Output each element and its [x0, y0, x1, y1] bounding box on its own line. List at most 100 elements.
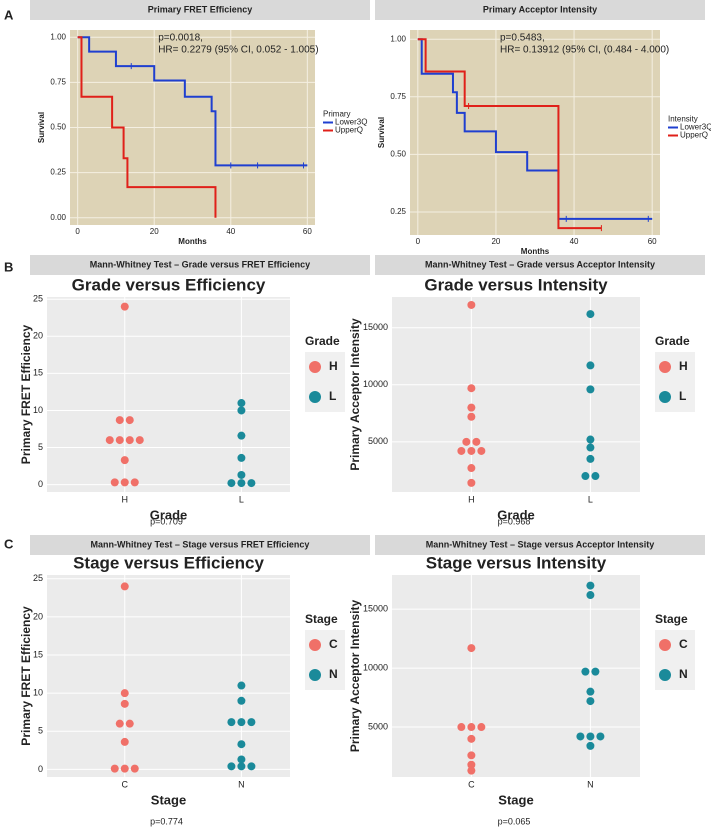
y-tick-label: 1.00: [50, 32, 66, 41]
dot: [576, 732, 585, 741]
y-tick-label: 10000: [363, 662, 388, 672]
y-tick-label: 0: [38, 479, 43, 489]
dot: [227, 762, 236, 771]
legend-title: Primary: [323, 110, 351, 119]
dot: [237, 453, 246, 462]
dot: [120, 478, 129, 487]
dot: [586, 454, 595, 463]
legend-swatch: [309, 361, 321, 373]
x-tick-label: C: [122, 779, 129, 789]
legend-background: [655, 630, 695, 690]
legend-label: N: [329, 667, 338, 681]
legend-swatch: [309, 669, 321, 681]
dot: [586, 310, 595, 319]
y-tick-label: 25: [33, 573, 43, 583]
annotation: p=0.0018,: [158, 33, 203, 44]
y-tick-label: 0.50: [390, 149, 406, 158]
legend-label: H: [329, 359, 338, 373]
dot: [467, 403, 476, 412]
panel-letter: C: [4, 536, 14, 551]
dot: [472, 437, 481, 446]
legend-label: L: [679, 389, 686, 403]
legend-background: [305, 352, 345, 412]
x-tick-label: L: [588, 494, 593, 504]
legend-label: N: [679, 667, 688, 681]
x-axis-title: Stage: [151, 792, 186, 807]
legend-title: Grade: [655, 334, 690, 348]
survival-curve: [77, 36, 308, 167]
dot: [120, 699, 129, 708]
dot: [120, 764, 129, 773]
dot: [237, 399, 246, 408]
dot: [591, 472, 600, 481]
survival-curve: [77, 36, 217, 218]
plot-background: [410, 30, 660, 235]
dot: [586, 732, 595, 741]
chart-title: Stage versus Efficiency: [73, 553, 264, 572]
dot: [135, 436, 144, 445]
y-axis-title: Survival: [377, 117, 386, 148]
strip: [375, 0, 705, 20]
legend-label: UpperQ: [335, 126, 363, 135]
y-tick-label: 0.50: [50, 123, 66, 132]
y-axis-title: Primary FRET Efficiency: [19, 324, 33, 464]
dot: [457, 446, 466, 455]
strip: [30, 535, 370, 555]
dot: [457, 723, 466, 732]
legend-label: C: [679, 637, 688, 651]
dot: [586, 581, 595, 590]
y-tick-label: 25: [33, 294, 43, 304]
x-tick-label: 20: [491, 237, 500, 246]
dot: [125, 719, 134, 728]
y-tick-label: 0.75: [390, 92, 406, 101]
caption: p=0.709: [150, 516, 183, 526]
dot: [237, 681, 246, 690]
dot: [586, 697, 595, 706]
panel-letter: B: [4, 259, 13, 274]
dot: [125, 436, 134, 445]
dot: [130, 478, 139, 487]
strip-label: Mann-Whitney Test – Stage versus FRET Ef…: [91, 539, 310, 549]
y-axis-title: Primary FRET Efficiency: [19, 606, 33, 746]
caption: p=0.065: [498, 816, 531, 826]
x-tick-label: 40: [570, 237, 579, 246]
legend-swatch: [659, 391, 671, 403]
legend-label: L: [329, 389, 336, 403]
caption: p=0.968: [498, 516, 531, 526]
dot: [586, 385, 595, 394]
survival-curve: [417, 38, 653, 220]
dot: [467, 751, 476, 760]
plot-background: [392, 297, 640, 492]
dot: [581, 472, 590, 481]
dot: [237, 718, 246, 727]
dot: [237, 406, 246, 415]
dot: [467, 384, 476, 393]
strip: [30, 255, 370, 275]
dot: [467, 760, 476, 769]
dot: [586, 443, 595, 452]
x-axis-title: Stage: [498, 792, 533, 807]
y-tick-label: 20: [33, 331, 43, 341]
dot: [125, 416, 134, 425]
strip: [375, 535, 705, 555]
dot: [247, 762, 256, 771]
legend-background: [305, 630, 345, 690]
y-tick-label: 5000: [368, 436, 388, 446]
strip-label: Mann-Whitney Test – Grade versus Accepto…: [425, 259, 655, 269]
dot: [237, 755, 246, 764]
y-tick-label: 15000: [363, 604, 388, 614]
x-tick-label: H: [468, 494, 475, 504]
y-tick-label: 15: [33, 368, 43, 378]
dot: [596, 732, 605, 741]
y-axis-title: Survival: [37, 112, 46, 143]
dot: [467, 464, 476, 473]
y-tick-label: 1.00: [390, 34, 406, 43]
x-tick-label: L: [239, 494, 244, 504]
legend-label: C: [329, 637, 338, 651]
strip-label: Mann-Whitney Test – Grade versus FRET Ef…: [90, 259, 310, 269]
x-axis-title: Months: [521, 247, 550, 256]
dot: [586, 361, 595, 370]
caption: p=0.774: [150, 816, 183, 826]
dot: [477, 446, 486, 455]
legend-title: Intensity: [668, 115, 698, 124]
